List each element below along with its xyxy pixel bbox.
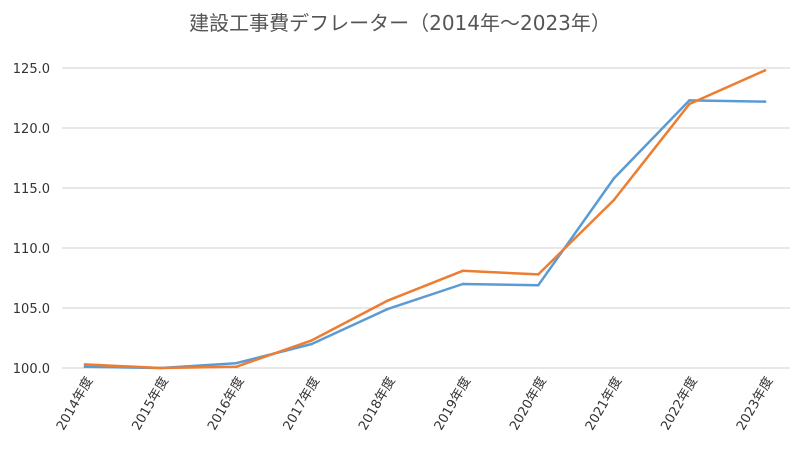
series-2-point <box>537 273 540 276</box>
y-tick-label: 105.0 <box>13 302 50 317</box>
series-2-point <box>385 299 389 303</box>
series-1-line <box>83 99 767 370</box>
y-tick-label: 100.0 <box>13 362 50 377</box>
x-tick-label: 2015年度 <box>129 374 172 433</box>
y-tick-label: 120.0 <box>13 122 50 137</box>
series-1-point <box>461 282 465 286</box>
series-1-point <box>688 99 691 102</box>
series-1-point <box>310 342 313 346</box>
series-lines <box>83 69 767 370</box>
x-tick-label: 2017年度 <box>280 374 323 433</box>
series-2-point <box>763 69 767 72</box>
x-tick-label: 2018年度 <box>355 374 398 433</box>
series-1-point <box>612 177 616 180</box>
series-1-point <box>385 307 389 311</box>
series-2-point <box>310 339 313 342</box>
x-tick-label: 2021年度 <box>582 374 625 433</box>
y-tick-label: 125.0 <box>13 62 50 77</box>
series-2-point <box>83 363 87 366</box>
x-tick-label: 2022年度 <box>658 374 701 433</box>
series-1-point <box>537 283 540 287</box>
series-2-line <box>83 69 767 370</box>
y-tick-label: 115.0 <box>13 182 50 197</box>
x-tick-label: 2020年度 <box>506 374 549 433</box>
x-tick-label: 2023年度 <box>733 374 776 433</box>
gridlines <box>62 67 790 369</box>
series-2-point <box>688 102 691 106</box>
series-2-point <box>612 198 616 202</box>
x-tick-label: 2016年度 <box>204 374 247 433</box>
series-1-point <box>83 365 87 369</box>
series-2-point <box>461 269 465 273</box>
chart-title: 建設工事費デフレーター（2014年～2023年） <box>189 11 611 35</box>
x-tick-label: 2019年度 <box>431 374 474 433</box>
y-tick-label: 110.0 <box>13 242 50 257</box>
x-tick-label: 2014年度 <box>53 374 96 433</box>
series-1-point <box>763 100 767 103</box>
series-1-point <box>234 361 238 365</box>
x-axis-tick-labels: 2014年度 2015年度 2016年度 2017年度 2018年度 2019年度 2020… <box>53 374 776 433</box>
series-2-point <box>159 366 162 370</box>
y-axis-tick-labels: 100.0 105.0 110.0 115.0 120.0 125.0 <box>13 62 50 377</box>
series-2-point <box>234 365 238 369</box>
